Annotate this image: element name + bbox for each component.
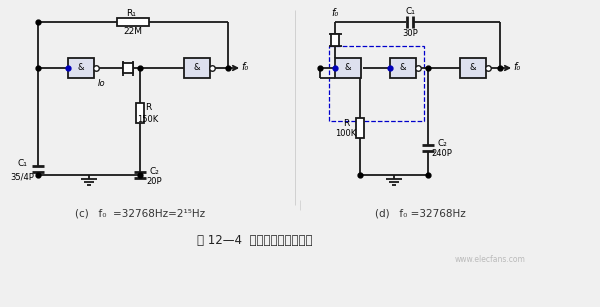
Text: C₂: C₂ — [437, 139, 447, 149]
Text: (d)   f₀ =32768Hz: (d) f₀ =32768Hz — [374, 208, 466, 218]
Text: &: & — [400, 64, 406, 72]
Text: 30P: 30P — [402, 29, 418, 37]
Bar — [335, 58, 361, 78]
Bar — [136, 103, 144, 123]
Text: R: R — [145, 103, 151, 112]
Text: R₁: R₁ — [126, 10, 136, 18]
Text: f₀: f₀ — [241, 62, 248, 72]
Text: www.elecfans.com: www.elecfans.com — [455, 255, 526, 265]
Text: 图 12—4  常用的晶体振荡电路: 图 12—4 常用的晶体振荡电路 — [197, 234, 313, 247]
Text: R: R — [343, 119, 349, 129]
Text: &: & — [78, 64, 84, 72]
Text: C₁: C₁ — [405, 7, 415, 17]
Text: &: & — [194, 64, 200, 72]
Text: 240P: 240P — [431, 150, 452, 158]
Bar — [390, 58, 416, 78]
Bar — [184, 58, 210, 78]
Text: f₀: f₀ — [331, 8, 338, 18]
Text: 35/4P: 35/4P — [10, 173, 34, 181]
Text: 150K: 150K — [137, 115, 158, 123]
Bar — [329, 46, 424, 121]
Bar — [117, 18, 149, 26]
Bar — [460, 58, 486, 78]
Text: 22M: 22M — [124, 28, 143, 37]
Bar — [331, 34, 339, 46]
Text: 20P: 20P — [146, 177, 162, 185]
Text: f₀: f₀ — [514, 62, 521, 72]
Text: &: & — [345, 64, 351, 72]
Bar — [124, 63, 133, 73]
Bar — [356, 118, 364, 138]
Text: &: & — [470, 64, 476, 72]
Bar — [68, 58, 94, 78]
Text: 100K: 100K — [335, 130, 356, 138]
Text: C₁: C₁ — [17, 160, 27, 169]
Text: (c)   f₀  =32768Hz=2¹⁵Hz: (c) f₀ =32768Hz=2¹⁵Hz — [75, 208, 205, 218]
Text: Io: Io — [98, 80, 106, 88]
Text: C₂: C₂ — [149, 166, 159, 176]
